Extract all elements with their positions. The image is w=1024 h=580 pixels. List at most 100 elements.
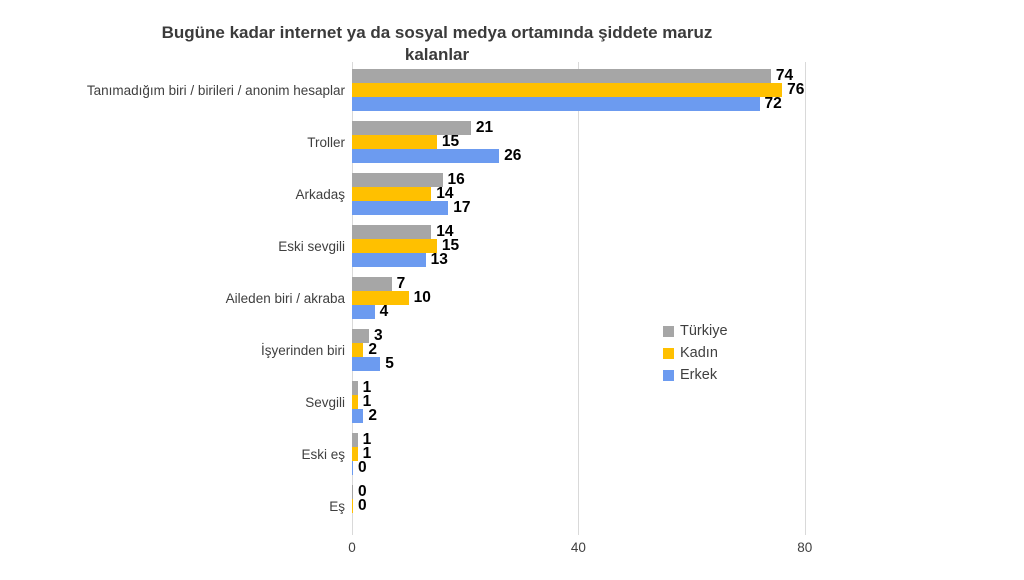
legend-item-turkiye: Türkiye <box>663 320 728 342</box>
bar-value-label: 0 <box>358 497 367 514</box>
bar-group: 74 76 72 <box>352 64 918 116</box>
bar-row: 0 <box>352 483 918 500</box>
bar-row <box>352 513 918 527</box>
bar-value-label: 1 <box>362 431 372 448</box>
category-label: Troller <box>307 134 345 150</box>
bar-value-label: 21 <box>475 119 494 136</box>
bar-row: 1 <box>352 393 918 410</box>
bar-group: 16 14 17 <box>352 168 918 220</box>
category-label: Eski eş <box>301 446 345 462</box>
bar-turkiye <box>352 121 471 135</box>
bar-kadin <box>352 187 432 201</box>
bar-row: 13 <box>352 251 918 268</box>
gridline <box>578 62 580 535</box>
bar-value-label: 4 <box>379 303 389 320</box>
bar-row: 4 <box>352 303 918 320</box>
bar-kadin <box>352 447 358 461</box>
bar-turkiye <box>352 277 392 291</box>
x-tick-label: 0 <box>348 540 356 555</box>
bar-turkiye <box>352 381 358 395</box>
bar-row: 72 <box>352 95 918 112</box>
bar-value-label: 76 <box>787 81 805 98</box>
bar-value-label: 2 <box>368 341 377 358</box>
bar-row: 76 <box>352 81 918 98</box>
chart-title-line-1: Bugüne kadar internet ya da sosyal medya… <box>161 23 713 42</box>
bar-value-label: 3 <box>373 327 383 344</box>
gridline <box>804 62 806 535</box>
bar-row: 26 <box>352 148 918 163</box>
chart-title-line-2: kalanlar <box>404 45 470 64</box>
bar-group: 7 10 4 <box>352 272 918 324</box>
bar-value-label: 74 <box>775 67 794 84</box>
legend: Türkiye Kadın Erkek <box>663 320 728 386</box>
bar-kadin <box>352 291 409 305</box>
x-tick-label: 80 <box>797 540 813 555</box>
bar-value-label: 14 <box>436 185 454 202</box>
bar-erkek <box>352 357 381 371</box>
bar-value-label: 13 <box>430 251 448 268</box>
bar-value-label: 7 <box>396 275 406 292</box>
bar-value-label: 10 <box>413 289 431 306</box>
bar-group: 21 15 26 <box>352 116 918 168</box>
bar-value-label: 5 <box>385 355 394 372</box>
plot-area: 74 76 72 21 15 26 16 14 17 14 15 13 7 10 4 3 2 5 1 1 2 1 1 0 0 0 <box>352 62 918 535</box>
bar-erkek <box>352 461 353 475</box>
bar-erkek <box>352 149 500 163</box>
bar-value-label: 1 <box>362 393 372 410</box>
bar-row: 1 <box>352 379 918 396</box>
bar-value-label: 2 <box>368 407 377 424</box>
bar-erkek <box>352 409 364 423</box>
category-label: Aileden biri / akraba <box>225 290 345 306</box>
legend-label: Türkiye <box>680 323 728 339</box>
legend-label: Kadın <box>680 345 718 361</box>
bar-value-label: 0 <box>358 459 367 476</box>
bar-turkiye <box>352 485 353 499</box>
legend-swatch-turkiye <box>663 325 674 337</box>
bar-turkiye <box>352 329 369 343</box>
bar-row: 1 <box>352 445 918 462</box>
legend-swatch-erkek <box>663 369 674 381</box>
bar-row: 14 <box>352 224 918 239</box>
bar-kadin <box>352 135 437 149</box>
bar-erkek <box>352 201 449 215</box>
bar-row: 0 <box>352 497 918 514</box>
legend-swatch-kadin <box>663 347 674 359</box>
bar-value-label: 1 <box>362 379 372 396</box>
bar-value-label: 1 <box>362 445 372 462</box>
bar-row: 14 <box>352 185 918 202</box>
bar-value-label: 16 <box>447 171 465 188</box>
bar-value-label: 17 <box>453 199 471 216</box>
legend-item-erkek: Erkek <box>663 364 728 386</box>
bar-row: 21 <box>352 119 918 136</box>
bar-value-label: 72 <box>764 95 782 112</box>
bar-erkek <box>352 305 375 319</box>
category-label: Tanımadığım biri / birileri / anonim hes… <box>86 82 345 98</box>
bar-row: 2 <box>352 341 918 358</box>
bar-row: 10 <box>352 289 918 306</box>
bar-turkiye <box>352 69 771 83</box>
category-label: Arkadaş <box>295 186 345 202</box>
legend-item-kadin: Kadın <box>663 342 728 364</box>
bar-row: 1 <box>352 431 918 448</box>
bar-value-label: 15 <box>441 237 460 254</box>
bar-row: 17 <box>352 199 918 216</box>
category-label: Sevgili <box>305 394 345 410</box>
bar-turkiye <box>352 173 443 187</box>
bar-value-label: 15 <box>441 133 460 150</box>
bar-row: 5 <box>352 355 918 372</box>
bar-group: 14 15 13 <box>352 220 918 272</box>
bar-erkek <box>352 253 426 267</box>
bar-turkiye <box>352 225 432 239</box>
legend-label: Erkek <box>680 367 718 383</box>
bar-value-label: 0 <box>358 483 367 500</box>
bar-row: 2 <box>352 407 918 424</box>
bar-kadin <box>352 239 437 253</box>
category-label: Eş <box>329 498 345 514</box>
bar-groups: 74 76 72 21 15 26 16 14 17 14 15 13 7 10 4 3 2 5 1 1 2 1 1 0 0 0 <box>352 64 918 532</box>
bar-kadin <box>352 395 358 409</box>
